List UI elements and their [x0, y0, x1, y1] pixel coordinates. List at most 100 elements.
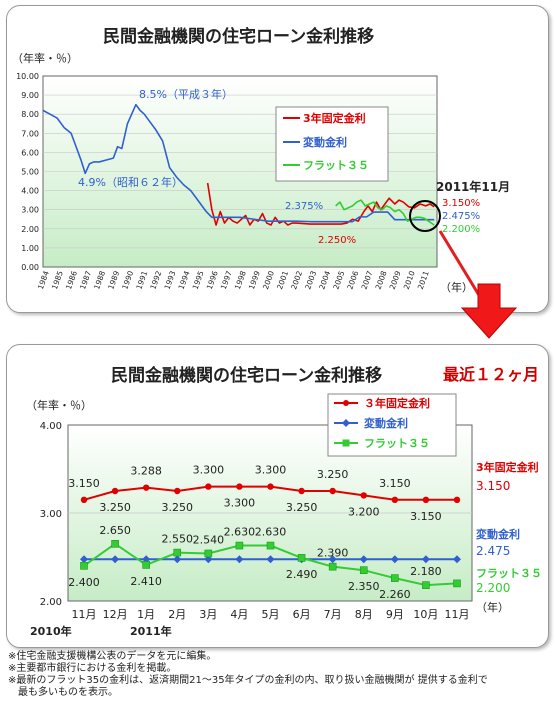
bottom-point-variable — [235, 555, 244, 564]
bottom-point-flat35 — [297, 554, 306, 562]
bottom-point-flat35 — [359, 566, 368, 575]
bottom-point-variable — [266, 555, 275, 564]
top-y-tick-label: 8.00 — [21, 110, 39, 119]
bottom-data-label-flat35: 2.630 — [224, 526, 256, 539]
bottom-x-tick-label: 7月 — [324, 608, 342, 621]
top-end-flat35: 2.200% — [442, 224, 480, 235]
bottom-point-flat35 — [266, 541, 275, 550]
bottom-point-variable — [421, 555, 430, 564]
bottom-data-label-fixed3: 3.150 — [410, 510, 442, 523]
bottom-chart-title: 民間金融機関の住宅ローン金利推移 — [111, 366, 383, 386]
bottom-legend-label: フラット３５ — [364, 437, 430, 450]
bottom-year-2011: 2011年 — [130, 624, 172, 638]
bottom-x-tick-label: 10月 — [413, 608, 438, 621]
bottom-end-value-fixed3: 3.150 — [476, 479, 510, 493]
bottom-point-flat35 — [80, 561, 88, 570]
bottom-year-2010: 2010年 — [30, 624, 72, 638]
bottom-point-variable — [328, 555, 337, 564]
bottom-series-label-fixed3: 3年固定金利 — [476, 460, 539, 474]
footnote-2: ※主要都市銀行における金利を掲載。 — [8, 663, 177, 674]
bottom-point-flat35 — [391, 574, 399, 582]
bottom-point-variable — [390, 555, 399, 564]
bottom-x-tick-label: 11月 — [72, 608, 97, 621]
bottom-chart-title-suffix: 最近１２ヶ月 — [443, 365, 540, 384]
bottom-data-label-fixed3: 3.250 — [99, 501, 131, 514]
bottom-y-tick-label: 2.00 — [40, 597, 62, 608]
top-legend-label: フラット３５ — [303, 159, 369, 172]
bottom-point-flat35 — [453, 579, 461, 588]
bottom-data-label-flat35: 2.410 — [130, 575, 162, 588]
bottom-data-label-fixed3: 3.300 — [224, 497, 256, 510]
bottom-legend-label: 変動金利 — [364, 416, 408, 430]
bottom-point-fixed3 — [298, 487, 305, 495]
bottom-point-variable — [111, 555, 120, 564]
footnote-4: 最も多いものを表示。 — [8, 687, 118, 698]
bottom-series-label-variable: 変動金利 — [476, 527, 520, 541]
bottom-legend-marker — [343, 400, 349, 406]
bottom-data-label-flat35: 2.650 — [99, 524, 131, 537]
bottom-point-variable — [173, 555, 182, 564]
bottom-end-value-flat35: 2.200 — [476, 581, 510, 595]
bottom-data-label-flat35: 2.400 — [68, 576, 100, 589]
top-chart-title: 民間金融機関の住宅ローン金利推移 — [103, 27, 375, 47]
bottom-y-axis-label: （年率・％） — [26, 398, 92, 412]
bottom-data-label-flat35: 2.390 — [317, 547, 349, 560]
bottom-point-flat35 — [204, 549, 213, 558]
top-y-tick-label: 9.00 — [21, 91, 39, 100]
bottom-point-fixed3 — [236, 483, 243, 490]
top-series-line-2 — [335, 199, 435, 226]
bottom-data-label-fixed3: 3.288 — [130, 465, 162, 478]
top-callout-date: 2011年11月 — [436, 179, 510, 194]
bottom-point-variable — [453, 555, 461, 564]
bottom-point-fixed3 — [422, 496, 430, 503]
bottom-point-fixed3 — [80, 496, 88, 503]
bottom-point-fixed3 — [174, 487, 181, 495]
bottom-point-flat35 — [111, 539, 119, 548]
top-y-tick-label: 4.00 — [21, 187, 39, 196]
bottom-data-label-flat35: 2.490 — [286, 568, 318, 581]
top-annotation-2-375: 2.375% — [285, 201, 323, 212]
top-annotation-2-250: 2.250% — [318, 235, 356, 246]
bottom-x-tick-label: 1月 — [137, 608, 155, 621]
bottom-data-label-fixed3: 3.300 — [193, 464, 225, 477]
bottom-series-label-flat35: フラット３５ — [476, 567, 542, 580]
bottom-x-tick-label: 6月 — [293, 608, 311, 621]
bottom-point-fixed3 — [267, 483, 274, 490]
bottom-x-axis-label: （年） — [476, 600, 509, 614]
top-y-tick-label: 0.00 — [21, 263, 39, 272]
bottom-x-tick-label: 2月 — [168, 608, 186, 621]
top-annotation-8-5: 8.5%（平成３年） — [139, 87, 233, 101]
top-legend-label: 変動金利 — [303, 135, 347, 149]
bottom-data-label-fixed3: 3.250 — [286, 501, 318, 514]
bottom-x-tick-label: 11月 — [445, 608, 470, 621]
top-y-tick-label: 10.00 — [16, 72, 39, 81]
bottom-point-fixed3 — [111, 487, 119, 495]
top-y-tick-label: 3.00 — [21, 206, 39, 215]
bottom-data-label-fixed3: 3.250 — [317, 468, 349, 481]
bottom-legend-label: ３年固定金利 — [364, 396, 430, 410]
bottom-point-fixed3 — [453, 496, 461, 503]
top-series-line-1 — [42, 103, 435, 223]
top-y-tick-label: 2.00 — [21, 225, 39, 234]
bottom-point-variable — [359, 555, 368, 564]
bottom-data-label-flat35: 2.550 — [162, 533, 194, 546]
top-annotation-4-9: 4.9%（昭和６２年） — [78, 175, 183, 189]
bottom-x-tick-label: 9月 — [386, 608, 404, 621]
bottom-x-tick-label: 4月 — [230, 608, 248, 621]
bottom-data-label-fixed3: 3.200 — [348, 505, 380, 518]
bottom-point-flat35 — [142, 561, 150, 569]
top-x-axis-label: （年） — [440, 280, 473, 294]
bottom-data-label-flat35: 2.540 — [193, 533, 225, 546]
bottom-data-label-fixed3: 3.250 — [162, 501, 194, 514]
bottom-point-fixed3 — [142, 484, 150, 491]
top-legend-label: 3年固定金利 — [303, 111, 366, 125]
bottom-data-label-flat35: 2.180 — [410, 565, 442, 578]
bottom-legend-marker — [342, 419, 350, 427]
top-legend — [275, 106, 389, 182]
top-y-axis-label: （年率・％） — [12, 51, 78, 65]
bottom-data-label-fixed3: 3.300 — [255, 464, 287, 477]
bottom-data-label-fixed3: 3.150 — [379, 477, 411, 490]
footnote-3: ※最新のフラット35の金利は、返済期間21～35年タイプの金利の内、取り扱い金融… — [8, 675, 488, 686]
bottom-point-flat35 — [235, 541, 244, 550]
